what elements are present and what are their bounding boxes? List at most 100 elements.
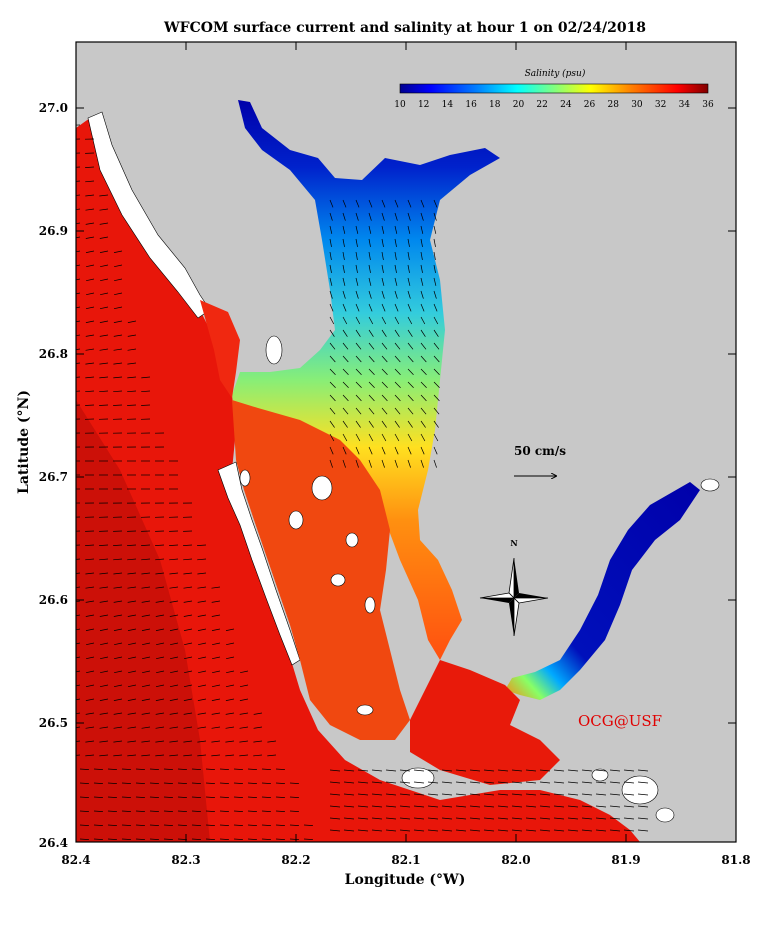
colorbar-tick-label: 16 — [465, 100, 477, 110]
current-vector — [581, 769, 593, 772]
current-vector — [183, 572, 193, 575]
current-vector — [197, 726, 207, 729]
current-vector — [420, 407, 427, 415]
current-vector — [107, 810, 117, 812]
current-vector — [135, 796, 145, 798]
current-vector — [433, 368, 440, 376]
colorbar-tick-label: 20 — [513, 100, 525, 110]
current-vector — [420, 225, 424, 234]
current-vector — [385, 769, 397, 772]
current-vector — [141, 586, 151, 589]
current-vector — [368, 238, 371, 247]
current-vector — [581, 793, 593, 796]
current-vector — [394, 407, 401, 415]
current-vector — [225, 726, 235, 729]
current-vector — [289, 810, 299, 812]
current-vector — [183, 740, 193, 743]
current-vector — [407, 199, 412, 208]
current-vector — [342, 368, 349, 376]
current-vector — [261, 810, 271, 812]
current-vector — [113, 754, 123, 757]
current-vector — [113, 712, 123, 715]
current-vector — [76, 334, 81, 337]
current-vector — [433, 251, 436, 260]
current-vector — [329, 316, 335, 325]
current-vector — [343, 781, 355, 784]
current-vector — [368, 290, 372, 299]
current-vector — [407, 212, 411, 221]
current-vector — [233, 796, 243, 798]
current-vector — [368, 459, 372, 468]
current-vector — [342, 342, 349, 350]
current-vector — [342, 251, 345, 260]
current-vector — [609, 817, 621, 820]
current-vector — [289, 796, 299, 798]
current-vector — [368, 342, 375, 350]
current-vector — [205, 824, 215, 826]
current-vector — [381, 355, 388, 363]
current-vector — [99, 754, 109, 757]
current-vector — [128, 670, 137, 674]
current-vector — [433, 316, 439, 325]
current-vector — [76, 236, 81, 239]
current-vector — [113, 726, 123, 729]
current-vector — [155, 712, 165, 715]
current-vector — [371, 817, 383, 820]
current-vector — [368, 316, 374, 325]
current-vector — [121, 796, 131, 798]
current-vector — [85, 390, 95, 393]
current-vector — [191, 810, 201, 812]
current-vector — [420, 199, 425, 208]
current-vector — [197, 684, 207, 688]
current-vector — [355, 277, 359, 286]
current-vector — [226, 670, 235, 674]
current-vector — [239, 754, 249, 757]
current-vector — [329, 238, 332, 247]
current-vector — [211, 628, 221, 631]
current-vector — [170, 642, 179, 646]
current-vector — [85, 194, 95, 197]
current-vector — [141, 754, 151, 757]
current-vector — [149, 810, 159, 812]
current-vector — [433, 394, 440, 402]
current-vector — [113, 306, 123, 310]
current-vector — [113, 572, 123, 575]
current-vector — [329, 212, 333, 221]
current-vector — [169, 572, 179, 575]
x-axis-title: Longitude (°W) — [345, 872, 466, 888]
current-vector — [76, 376, 81, 378]
current-vector — [342, 420, 348, 428]
current-vector — [99, 600, 109, 603]
current-vector — [85, 586, 95, 589]
current-vector — [525, 805, 537, 808]
current-vector — [155, 754, 165, 757]
x-tick-label: 82.2 — [281, 853, 310, 867]
current-vector — [329, 303, 334, 312]
current-vector — [469, 817, 481, 820]
current-vector — [497, 817, 509, 820]
current-vector — [394, 394, 401, 402]
current-vector — [433, 381, 440, 388]
y-tick-label: 26.4 — [39, 836, 68, 850]
current-vector — [342, 407, 349, 415]
current-vector — [342, 459, 346, 468]
current-vector — [239, 726, 249, 729]
current-vector — [219, 838, 229, 840]
current-vector — [368, 368, 375, 376]
charlotte-harbor — [232, 100, 500, 660]
current-vector — [127, 628, 137, 631]
current-vector — [85, 362, 95, 365]
current-vector — [385, 805, 397, 808]
current-vector — [525, 829, 537, 832]
current-vector — [329, 225, 333, 234]
current-vector — [357, 817, 369, 820]
current-vector — [99, 698, 109, 701]
y-tick-label: 26.6 — [39, 593, 68, 607]
current-vector — [141, 698, 151, 701]
current-vector — [197, 628, 207, 631]
current-vector — [85, 166, 95, 168]
pine-island-sound — [232, 400, 410, 740]
colorbar-tick-label: 34 — [679, 100, 691, 110]
current-vector — [609, 829, 621, 832]
map-area — [76, 42, 736, 842]
